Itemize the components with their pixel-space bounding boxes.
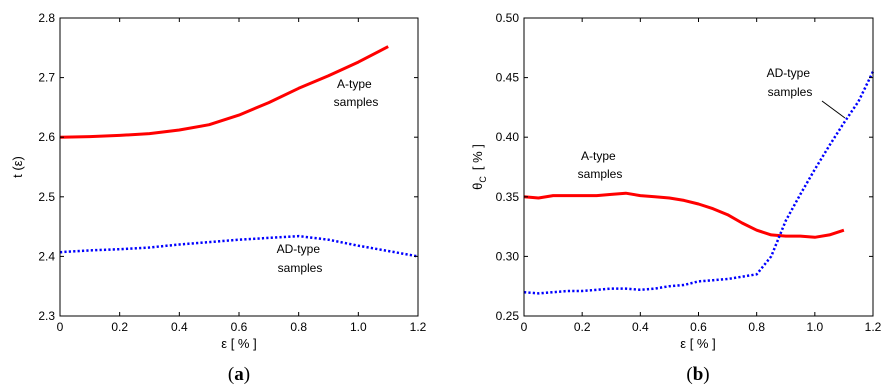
- panel-b-x-tick-label: 0.4: [632, 320, 649, 334]
- panel-b-annotation-ad-type: AD-type samples: [767, 66, 814, 99]
- panel-b-y-tick-label: 0.40: [496, 130, 520, 144]
- panel-b: 0 0.2 0.4 0.6 0.8 1.0 1.2 0.25 0.30 0.35 0.40 0.45…: [470, 11, 882, 385]
- panel-a-x-tick-label: 0.8: [290, 320, 307, 334]
- panel-a-x-ticks: 0 0.2 0.4 0.6 0.8 1.0 1.2: [57, 18, 427, 334]
- panel-b-plot-frame: [523, 17, 874, 317]
- panel-a-y-tick-label: 2.7: [38, 71, 55, 85]
- panel-a-x-tick-label: 0.6: [231, 320, 248, 334]
- panel-a-y-tick-label: 2.8: [38, 11, 55, 25]
- panel-a-x-tick-label: 0.4: [171, 320, 188, 334]
- panel-b-series-a-type-line: [523, 191, 845, 239]
- panel-b-x-tick-label: 0.6: [690, 320, 707, 334]
- panel-b-letter: (b): [686, 364, 709, 385]
- panel-b-y-tick-label: 0.30: [496, 249, 520, 263]
- panel-a-series-a-type-line: [59, 45, 389, 139]
- panel-a-y-tick-label: 2.3: [38, 309, 55, 323]
- panel-a-plot-frame: [59, 17, 419, 317]
- panel-a-x-axis-label: ε [ % ]: [221, 336, 256, 351]
- panel-b-y-tick-label: 0.35: [496, 190, 520, 204]
- panel-b-y-ticks: 0.25 0.30 0.35 0.40 0.45 0.50: [496, 11, 873, 323]
- panel-a-series-ad-type-line: [59, 234, 419, 258]
- panel-a-y-ticks: 2.3 2.4 2.5 2.6 2.7 2.8: [38, 11, 418, 323]
- panel-b-x-tick-label: 0.2: [574, 320, 591, 334]
- panel-b-y-tick-label: 0.50: [496, 11, 520, 25]
- panel-b-annotation-a-type: A-type samples: [578, 149, 623, 181]
- panel-a-x-tick-label: 1.2: [410, 320, 427, 334]
- panel-a-x-tick-label: 1.0: [350, 320, 367, 334]
- panel-b-y-axis-label: θC[ % ]: [470, 144, 488, 190]
- panel-b-x-tick-label: 1.0: [806, 320, 823, 334]
- panel-a-x-tick-label: 0.2: [111, 320, 128, 334]
- panel-a: 0 0.2 0.4 0.6 0.8 1.0 1.2 2.3 2.4 2.5 2.6 2.7 2.8 ε…: [10, 11, 427, 385]
- panel-b-x-ticks: 0 0.2 0.4 0.6 0.8 1.0 1.2: [521, 18, 882, 334]
- panel-a-letter: (a): [228, 364, 250, 385]
- panel-b-x-tick-label: 0: [521, 320, 528, 334]
- panel-a-y-axis-label: t (ε): [10, 156, 25, 178]
- panel-b-y-tick-label: 0.45: [496, 71, 520, 85]
- panel-b-y-tick-label: 0.25: [496, 309, 520, 323]
- panel-b-series-ad-type-line: [523, 71, 875, 295]
- panel-b-x-tick-label: 1.2: [865, 320, 882, 334]
- panel-a-annotation-a-type: A-type samples: [334, 77, 379, 109]
- panel-b-annotation-pointer: [821, 100, 846, 119]
- panel-b-series-lines: [523, 71, 875, 295]
- panel-a-y-tick-label: 2.6: [38, 130, 55, 144]
- panel-a-y-tick-label: 2.4: [38, 249, 55, 263]
- panel-a-y-tick-label: 2.5: [38, 190, 55, 204]
- panel-a-x-tick-label: 0: [57, 320, 64, 334]
- panel-b-x-tick-label: 0.8: [748, 320, 765, 334]
- panel-a-series-lines: [59, 45, 419, 258]
- panel-a-annotation-ad-type: AD-type samples: [277, 242, 324, 275]
- panel-b-x-axis-label: ε [ % ]: [680, 336, 715, 351]
